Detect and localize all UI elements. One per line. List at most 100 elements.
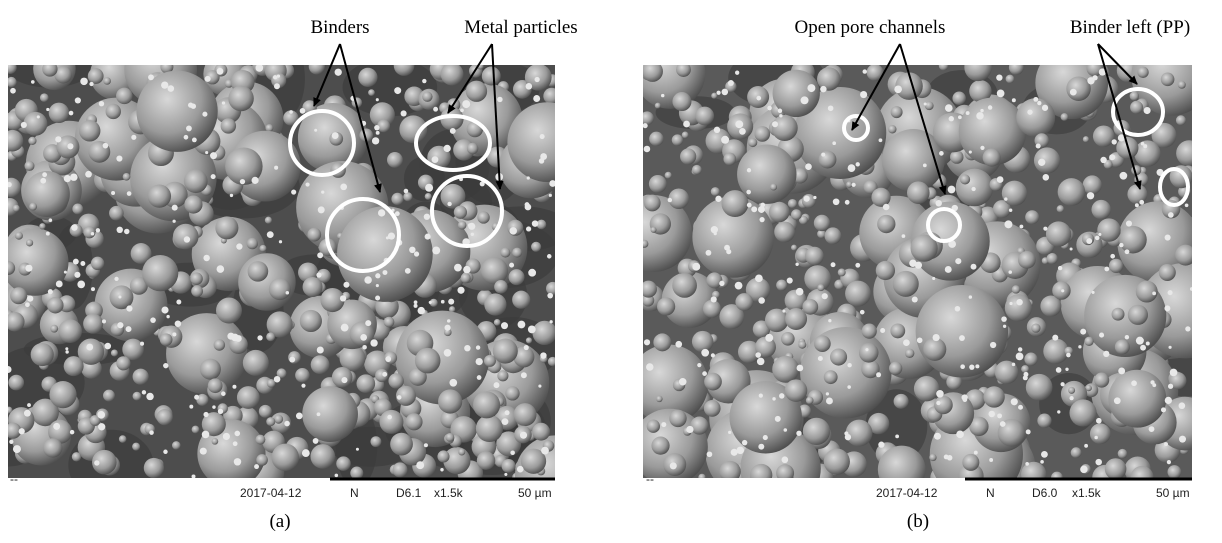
texture-particle — [228, 86, 253, 111]
texture-particle — [821, 153, 825, 157]
texture-particle — [1094, 372, 1109, 387]
texture-particle — [644, 146, 651, 153]
texture-particle — [205, 151, 208, 154]
texture-particle — [521, 372, 527, 378]
texture-particle — [386, 236, 389, 239]
texture-particle — [969, 364, 974, 369]
texture-particle — [432, 156, 439, 163]
texture-particle — [99, 101, 104, 106]
texture-particle — [1134, 140, 1160, 166]
texture-particle — [217, 68, 224, 75]
texture-particle — [888, 125, 896, 133]
texture-particle — [1000, 421, 1006, 427]
texture-particle — [726, 249, 731, 254]
texture-particle — [96, 228, 100, 232]
texture-particle — [1103, 351, 1109, 357]
texture-particle — [184, 135, 189, 140]
texture-particle — [1018, 405, 1023, 410]
texture-particle — [828, 105, 834, 111]
texture-particle — [142, 255, 178, 291]
texture-particle — [525, 204, 532, 211]
texture-particle — [797, 365, 804, 372]
texture-particle — [779, 114, 782, 117]
texture-particle — [467, 143, 478, 154]
texture-particle — [1164, 305, 1170, 311]
texture-particle — [40, 178, 46, 184]
texture-particle — [172, 332, 176, 336]
texture-particle — [457, 287, 464, 294]
texture-particle — [1170, 369, 1178, 377]
texture-particle — [547, 254, 552, 259]
texture-particle — [42, 61, 57, 76]
texture-particle — [878, 442, 884, 448]
texture-particle — [31, 80, 35, 84]
texture-particle — [72, 452, 81, 461]
texture-particle — [1083, 175, 1102, 194]
texture-particle — [94, 460, 99, 465]
texture-particle — [425, 193, 432, 200]
texture-particle — [1004, 197, 1007, 200]
texture-particle — [392, 462, 407, 477]
texture-particle — [1021, 365, 1029, 373]
texture-particle — [214, 339, 225, 350]
texture-particle — [1127, 184, 1147, 204]
texture-particle — [747, 203, 752, 208]
texture-particle — [1175, 245, 1196, 266]
texture-particle — [223, 433, 230, 440]
texture-particle — [1099, 333, 1104, 338]
texture-particle — [914, 376, 939, 401]
texture-particle — [939, 61, 949, 71]
texture-particle — [212, 405, 215, 408]
texture-particle — [257, 335, 262, 340]
texture-particle — [148, 184, 171, 207]
texture-particle — [833, 198, 840, 205]
texture-particle — [549, 194, 552, 197]
texture-particle — [1019, 225, 1023, 229]
texture-particle — [846, 420, 873, 447]
texture-particle — [387, 415, 392, 420]
texture-particle — [136, 71, 217, 152]
texture-particle — [405, 413, 422, 430]
texture-particle — [707, 451, 713, 457]
texture-particle — [272, 444, 299, 471]
texture-particle — [301, 384, 305, 388]
texture-particle — [1112, 308, 1125, 321]
texture-particle — [1047, 253, 1058, 264]
texture-particle — [891, 106, 903, 118]
texture-particle — [102, 319, 106, 323]
texture-particle — [1006, 75, 1015, 84]
texture-particle — [190, 272, 203, 285]
texture-particle — [5, 312, 25, 332]
texture-particle — [53, 423, 60, 430]
footer-scale: 50 µm — [518, 486, 552, 500]
texture-particle — [184, 169, 208, 193]
texture-particle — [269, 278, 291, 300]
texture-particle — [1042, 105, 1048, 111]
texture-particle — [384, 317, 395, 328]
texture-particle — [10, 88, 16, 94]
texture-particle — [692, 263, 700, 271]
texture-particle — [79, 120, 100, 141]
texture-particle — [414, 251, 419, 256]
texture-particle — [140, 342, 144, 346]
texture-particle — [805, 163, 812, 170]
texture-particle — [1086, 238, 1092, 244]
texture-particle — [172, 220, 175, 223]
texture-particle — [527, 176, 530, 179]
texture-particle — [865, 348, 868, 351]
texture-particle — [737, 447, 744, 454]
texture-particle — [332, 132, 339, 139]
texture-particle — [1058, 266, 1062, 270]
texture-particle — [923, 338, 946, 361]
texture-particle — [1098, 233, 1101, 236]
texture-particle — [791, 209, 802, 220]
texture-particle — [1012, 98, 1016, 102]
texture-particle — [103, 77, 111, 85]
texture-particle — [1119, 243, 1123, 247]
texture-particle — [274, 415, 283, 424]
texture-particle — [75, 97, 81, 103]
texture-particle — [1095, 236, 1100, 241]
texture-particle — [907, 181, 930, 204]
texture-particle — [6, 77, 16, 87]
texture-particle — [252, 177, 259, 184]
